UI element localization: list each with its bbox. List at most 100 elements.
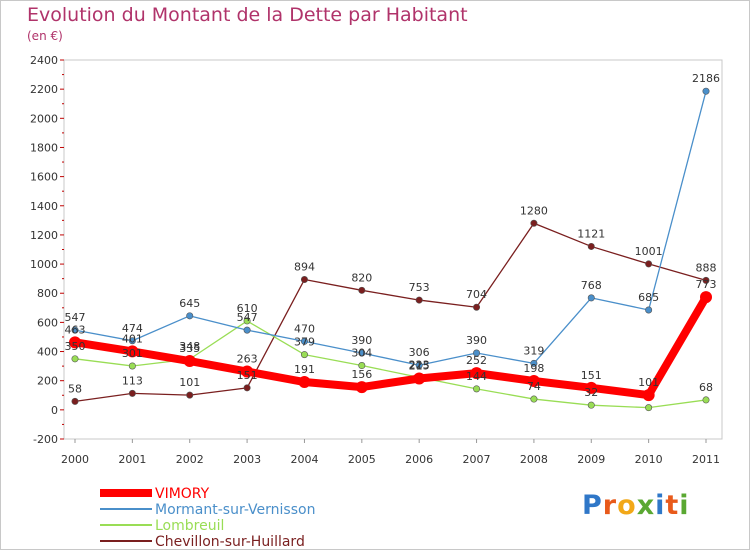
data-label: 68 <box>699 381 713 394</box>
y-tick-label: -200 <box>33 433 58 446</box>
data-point <box>413 372 426 385</box>
data-label: 335 <box>179 342 200 355</box>
data-label: 304 <box>351 347 372 360</box>
series-line-1 <box>74 90 707 366</box>
data-label: 101 <box>179 376 200 389</box>
data-label: 350 <box>65 340 86 353</box>
data-point <box>243 317 251 325</box>
y-tick-label: 2400 <box>30 54 58 67</box>
data-point <box>126 345 139 358</box>
data-label: 151 <box>237 369 258 382</box>
data-point <box>128 362 136 370</box>
data-point <box>241 365 254 378</box>
data-point <box>470 367 483 380</box>
data-point <box>585 381 598 394</box>
data-point <box>186 391 194 399</box>
data-label: 547 <box>237 311 258 324</box>
x-tick-label: 2011 <box>692 453 720 466</box>
data-label: 704 <box>466 288 487 301</box>
data-point <box>527 374 540 387</box>
data-label: 306 <box>409 346 430 359</box>
y-tick-label: 2000 <box>30 112 58 125</box>
data-point <box>128 389 136 397</box>
y-tick-label: 2200 <box>30 83 58 96</box>
data-label: 113 <box>122 374 143 387</box>
x-tick-label: 2004 <box>290 453 318 466</box>
data-point <box>300 276 308 284</box>
legend-label: VIMORY <box>155 486 210 502</box>
data-point <box>128 337 136 345</box>
x-tick-label: 2005 <box>348 453 376 466</box>
y-tick-label: 800 <box>37 287 58 300</box>
y-tick-label: 0 <box>51 404 58 417</box>
data-point <box>473 303 481 311</box>
data-label: 223 <box>409 358 430 371</box>
data-point <box>358 349 366 357</box>
data-point <box>642 389 655 402</box>
data-label: 348 <box>179 340 200 353</box>
data-label: 2186 <box>692 72 720 85</box>
y-tick-label: 600 <box>37 316 58 329</box>
data-label: 390 <box>466 334 487 347</box>
x-tick-label: 2010 <box>635 453 663 466</box>
y-tick-label: 1000 <box>30 258 58 271</box>
data-label: 319 <box>523 344 544 357</box>
y-tick-label: 400 <box>37 346 58 359</box>
data-point <box>243 384 251 392</box>
data-point <box>71 355 79 363</box>
data-labels-layer: 463 401 335 263 191 156 215 252 198 151 101 773 547 4… <box>65 72 721 399</box>
x-tick-label: 2002 <box>176 453 204 466</box>
data-point <box>530 395 538 403</box>
data-point <box>645 306 653 314</box>
y-tick-label: 1800 <box>30 141 58 154</box>
y-tick-label: 200 <box>37 375 58 388</box>
legend: VIMORYMormant-sur-VernissonLombreuilChev… <box>100 486 315 550</box>
data-label: 390 <box>351 334 372 347</box>
y-tick-label: 1200 <box>30 229 58 242</box>
data-label: 156 <box>351 368 372 381</box>
data-point <box>243 326 251 334</box>
data-point <box>358 362 366 370</box>
legend-label: Lombreuil <box>155 518 224 534</box>
data-label: 820 <box>351 271 372 284</box>
data-point <box>355 381 368 394</box>
data-point <box>530 359 538 367</box>
axes: -200 0 200 400 600 800 1000 1200 1400 1600 1800 200… <box>30 54 723 466</box>
data-point <box>71 326 79 334</box>
data-point <box>415 361 423 369</box>
data-label: 470 <box>294 322 315 335</box>
x-tick-label: 2007 <box>463 453 491 466</box>
data-label: 894 <box>294 261 315 274</box>
data-label: 144 <box>466 370 487 383</box>
data-label: 753 <box>409 281 430 294</box>
legend-label: Chevillon-sur-Huillard <box>155 534 305 550</box>
data-point <box>702 87 710 95</box>
data-point <box>300 337 308 345</box>
data-point <box>645 404 653 412</box>
unit-label: (en €) <box>27 29 63 43</box>
data-label: 215 <box>409 360 430 373</box>
data-label: 101 <box>638 376 659 389</box>
data-label: 645 <box>179 297 200 310</box>
data-point <box>298 376 311 389</box>
data-label: 1280 <box>520 204 548 217</box>
data-label: 547 <box>65 311 86 324</box>
data-label: 301 <box>122 347 143 360</box>
data-point <box>473 385 481 393</box>
data-label: 888 <box>696 261 717 274</box>
legend-label: Mormant-sur-Vernisson <box>155 502 315 518</box>
series-line-0 <box>71 293 710 400</box>
data-label: 74 <box>527 380 541 393</box>
data-label: 685 <box>638 291 659 304</box>
x-tick-label: 2001 <box>118 453 146 466</box>
data-label: 474 <box>122 322 143 335</box>
data-point <box>473 349 481 357</box>
data-point <box>587 401 595 409</box>
data-point <box>69 336 81 349</box>
data-point <box>186 312 194 320</box>
data-point <box>645 260 653 268</box>
x-tick-label: 2003 <box>233 453 261 466</box>
data-point <box>300 351 308 359</box>
data-label: 773 <box>696 278 717 291</box>
